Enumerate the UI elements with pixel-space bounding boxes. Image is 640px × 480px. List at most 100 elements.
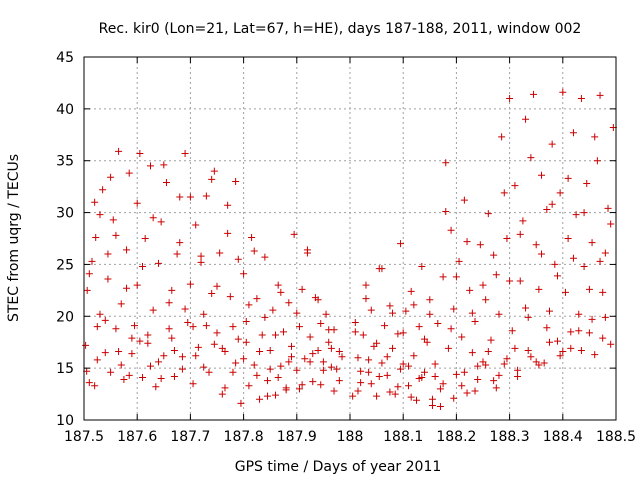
data-point — [208, 289, 216, 297]
data-point — [543, 205, 551, 213]
data-point — [181, 149, 189, 157]
data-point — [436, 385, 444, 393]
data-point — [256, 348, 264, 356]
data-point — [455, 257, 463, 265]
data-point — [128, 350, 136, 358]
data-point — [551, 260, 559, 268]
data-point — [522, 115, 530, 123]
data-point — [413, 396, 420, 404]
data-point — [189, 323, 197, 331]
data-point — [463, 238, 471, 246]
data-point — [168, 334, 176, 342]
data-point — [192, 352, 200, 360]
data-point — [165, 325, 173, 333]
data-point — [383, 371, 391, 379]
data-point — [242, 317, 250, 325]
data-point — [572, 211, 580, 219]
data-point — [431, 372, 439, 380]
data-point — [154, 259, 162, 267]
data-point — [101, 349, 109, 357]
data-point — [540, 359, 548, 367]
y-tick-label: 35 — [56, 154, 74, 170]
data-point — [232, 177, 240, 185]
data-point — [240, 355, 248, 363]
data-point — [186, 193, 194, 201]
data-point — [189, 380, 197, 388]
y-axis-label: STEC from uqrg / TECUs — [6, 154, 22, 322]
data-point — [250, 361, 258, 369]
x-tick-label: 187.9 — [277, 429, 317, 445]
data-point — [599, 334, 607, 342]
data-point — [596, 257, 604, 265]
data-point — [516, 277, 524, 285]
data-point — [229, 368, 237, 376]
data-point — [141, 235, 149, 242]
data-point — [460, 196, 468, 204]
data-point — [349, 392, 357, 400]
data-point — [471, 317, 479, 325]
data-point — [242, 338, 250, 346]
data-point — [373, 392, 381, 400]
data-point — [516, 230, 524, 238]
data-point — [139, 373, 147, 381]
data-point — [213, 282, 221, 290]
data-point — [431, 360, 439, 368]
data-point — [335, 377, 343, 385]
x-tick-label: 188.1 — [383, 429, 423, 445]
data-point — [442, 208, 450, 216]
data-point — [330, 387, 338, 395]
data-point — [120, 376, 128, 384]
data-point — [375, 372, 383, 380]
data-point — [280, 328, 287, 336]
data-point — [394, 330, 402, 338]
data-point — [197, 252, 205, 260]
data-point — [107, 173, 115, 181]
data-point — [564, 174, 572, 182]
data-point — [468, 349, 476, 357]
data-point — [447, 226, 455, 234]
data-point — [575, 327, 583, 335]
data-point — [420, 368, 428, 376]
data-point — [527, 353, 535, 361]
data-point — [556, 189, 564, 197]
data-point — [378, 265, 386, 273]
data-point — [274, 373, 282, 381]
y-tick-label: 45 — [56, 50, 74, 66]
x-tick-label: 188.5 — [596, 429, 636, 445]
data-point — [599, 288, 607, 296]
x-tick-label: 187.7 — [170, 429, 210, 445]
data-point — [367, 380, 375, 388]
data-point — [546, 307, 553, 315]
data-point — [559, 88, 567, 96]
data-point — [397, 240, 405, 248]
data-point — [354, 387, 362, 395]
data-points — [82, 88, 617, 411]
data-point — [147, 162, 154, 170]
data-point — [248, 233, 256, 241]
data-point — [93, 356, 101, 364]
data-point — [194, 343, 202, 351]
data-point — [514, 372, 522, 380]
data-point — [588, 315, 596, 323]
data-point — [208, 175, 216, 183]
data-point — [123, 284, 131, 292]
data-point — [325, 338, 333, 346]
data-point — [314, 296, 322, 304]
data-point — [362, 281, 370, 289]
data-point — [115, 147, 123, 155]
data-point — [386, 302, 394, 310]
data-point — [405, 362, 413, 370]
data-point — [91, 198, 99, 206]
data-point — [490, 377, 498, 385]
data-point — [261, 253, 269, 261]
data-point — [298, 285, 306, 293]
data-point — [519, 217, 527, 225]
data-point — [410, 352, 418, 360]
data-point — [577, 94, 585, 102]
data-point — [452, 273, 460, 281]
data-point — [386, 388, 394, 396]
data-point — [123, 246, 131, 254]
data-point — [474, 376, 482, 384]
